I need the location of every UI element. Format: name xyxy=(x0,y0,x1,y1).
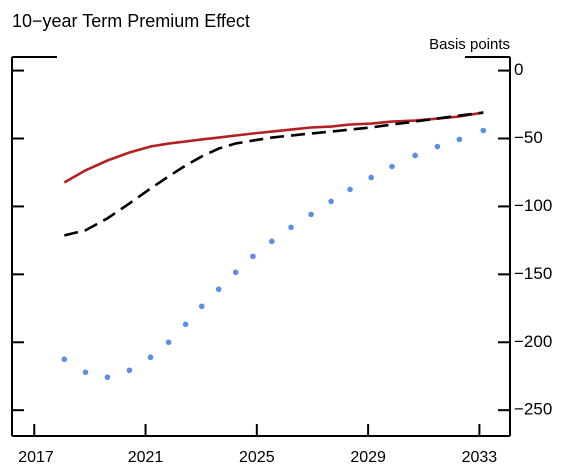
x-tick-label: 2021 xyxy=(128,449,164,466)
data-dot xyxy=(288,224,294,231)
data-dot xyxy=(456,136,463,143)
data-dot xyxy=(480,127,487,134)
data-dot xyxy=(147,354,154,361)
data-dot xyxy=(368,174,374,181)
x-tick-label: 2029 xyxy=(350,449,386,466)
data-dot xyxy=(215,286,222,293)
x-tick-label: 2025 xyxy=(239,449,275,466)
data-dot xyxy=(250,253,256,260)
chart-title: 10−year Term Premium Effect xyxy=(12,11,250,31)
x-tick-label: 2033 xyxy=(462,449,498,466)
data-dot xyxy=(198,303,205,310)
y-tick-label: 0 xyxy=(514,60,523,79)
y-tick-label: −250 xyxy=(514,400,552,419)
data-dot xyxy=(182,321,189,328)
data-dot xyxy=(328,198,334,205)
y-tick-label: −200 xyxy=(514,332,552,351)
data-dot xyxy=(347,186,353,193)
y-axis-label: Basis points xyxy=(429,36,510,53)
data-dot xyxy=(104,374,111,380)
data-dot xyxy=(82,369,89,376)
data-dot xyxy=(269,238,275,245)
data-dot xyxy=(61,356,68,363)
data-dot xyxy=(165,339,172,346)
y-tick-label: −100 xyxy=(514,196,552,215)
data-dot xyxy=(434,143,441,150)
series-line xyxy=(63,111,484,237)
data-dot xyxy=(232,269,239,276)
frame xyxy=(11,56,511,437)
data-dot xyxy=(412,152,418,159)
data-dot xyxy=(389,163,395,170)
series-line xyxy=(63,111,484,184)
data-dot xyxy=(126,367,133,374)
x-tick-label: 2017 xyxy=(18,449,54,466)
y-tick-label: −50 xyxy=(514,128,543,147)
y-tick-label: −150 xyxy=(514,264,552,283)
data-dot xyxy=(308,211,314,218)
